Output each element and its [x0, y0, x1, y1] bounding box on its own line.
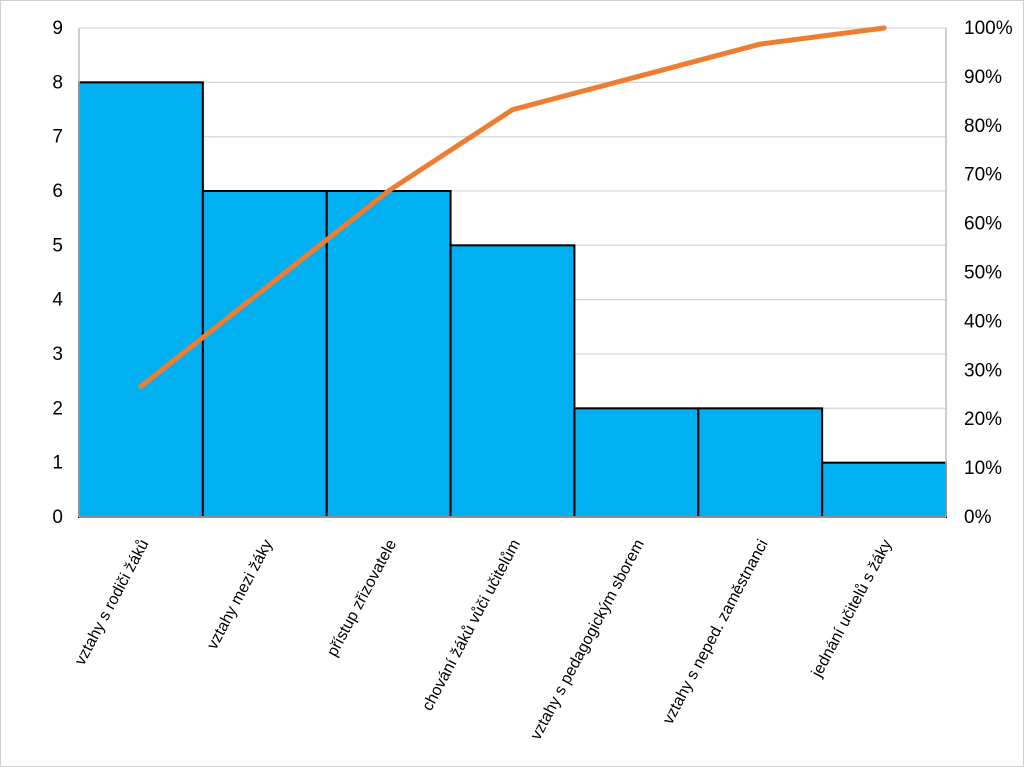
category-label: přístup zřizovatele — [324, 537, 400, 660]
y-tick-label: 9 — [52, 18, 63, 39]
y2-tick-label: 60% — [964, 214, 1002, 235]
bar — [573, 407, 700, 519]
y2-tick-label: 90% — [964, 67, 1002, 88]
y-tick-label: 1 — [52, 453, 63, 474]
y2-tick-label: 70% — [964, 165, 1002, 186]
y-tick-label: 0 — [52, 507, 63, 528]
y-tick-label: 5 — [52, 235, 63, 256]
bar — [325, 190, 452, 518]
bar — [697, 407, 824, 519]
category-label: vztahy s pedagogickým sborem — [528, 537, 648, 743]
category-label: chování žáků vůči učitelům — [418, 536, 524, 713]
cumulative-percent-line — [138, 25, 887, 389]
y2-tick-label: 30% — [964, 360, 1002, 381]
bar — [449, 244, 576, 518]
category-label: jednání učitelů s žáky — [807, 536, 895, 680]
bars — [78, 81, 948, 519]
y-tick-label: 7 — [52, 127, 63, 148]
y-tick-label: 8 — [52, 72, 63, 93]
left-axis-labels: 0 1 2 3 4 5 6 7 8 9 — [52, 18, 63, 528]
category-label: vztahy s neped. zaměstnanci — [660, 537, 772, 727]
right-axis-labels: 0% 10% 20% 30% 40% 50% 60% 70% 80% 90% 100% — [964, 18, 1013, 528]
y2-tick-label: 40% — [964, 311, 1002, 332]
category-label: vztahy s rodiči žáků — [71, 536, 152, 668]
bar — [201, 190, 328, 518]
y-tick-label: 6 — [52, 181, 63, 202]
cumulative-line — [138, 25, 887, 389]
axes — [78, 28, 947, 518]
category-labels: vztahy s rodiči žáků vztahy mezi žáky přís… — [71, 536, 896, 742]
category-label: vztahy mezi žáky — [204, 537, 276, 653]
y-tick-label: 4 — [52, 290, 63, 311]
y2-tick-label: 100% — [964, 18, 1013, 39]
bar — [78, 81, 204, 518]
y2-tick-label: 0% — [964, 507, 992, 528]
y2-tick-label: 10% — [964, 458, 1002, 479]
y-tick-label: 2 — [52, 398, 63, 419]
y2-tick-label: 50% — [964, 263, 1002, 284]
bar — [821, 461, 948, 518]
y2-tick-label: 20% — [964, 409, 1002, 430]
y2-tick-label: 80% — [964, 116, 1002, 137]
y-tick-label: 3 — [52, 344, 63, 365]
